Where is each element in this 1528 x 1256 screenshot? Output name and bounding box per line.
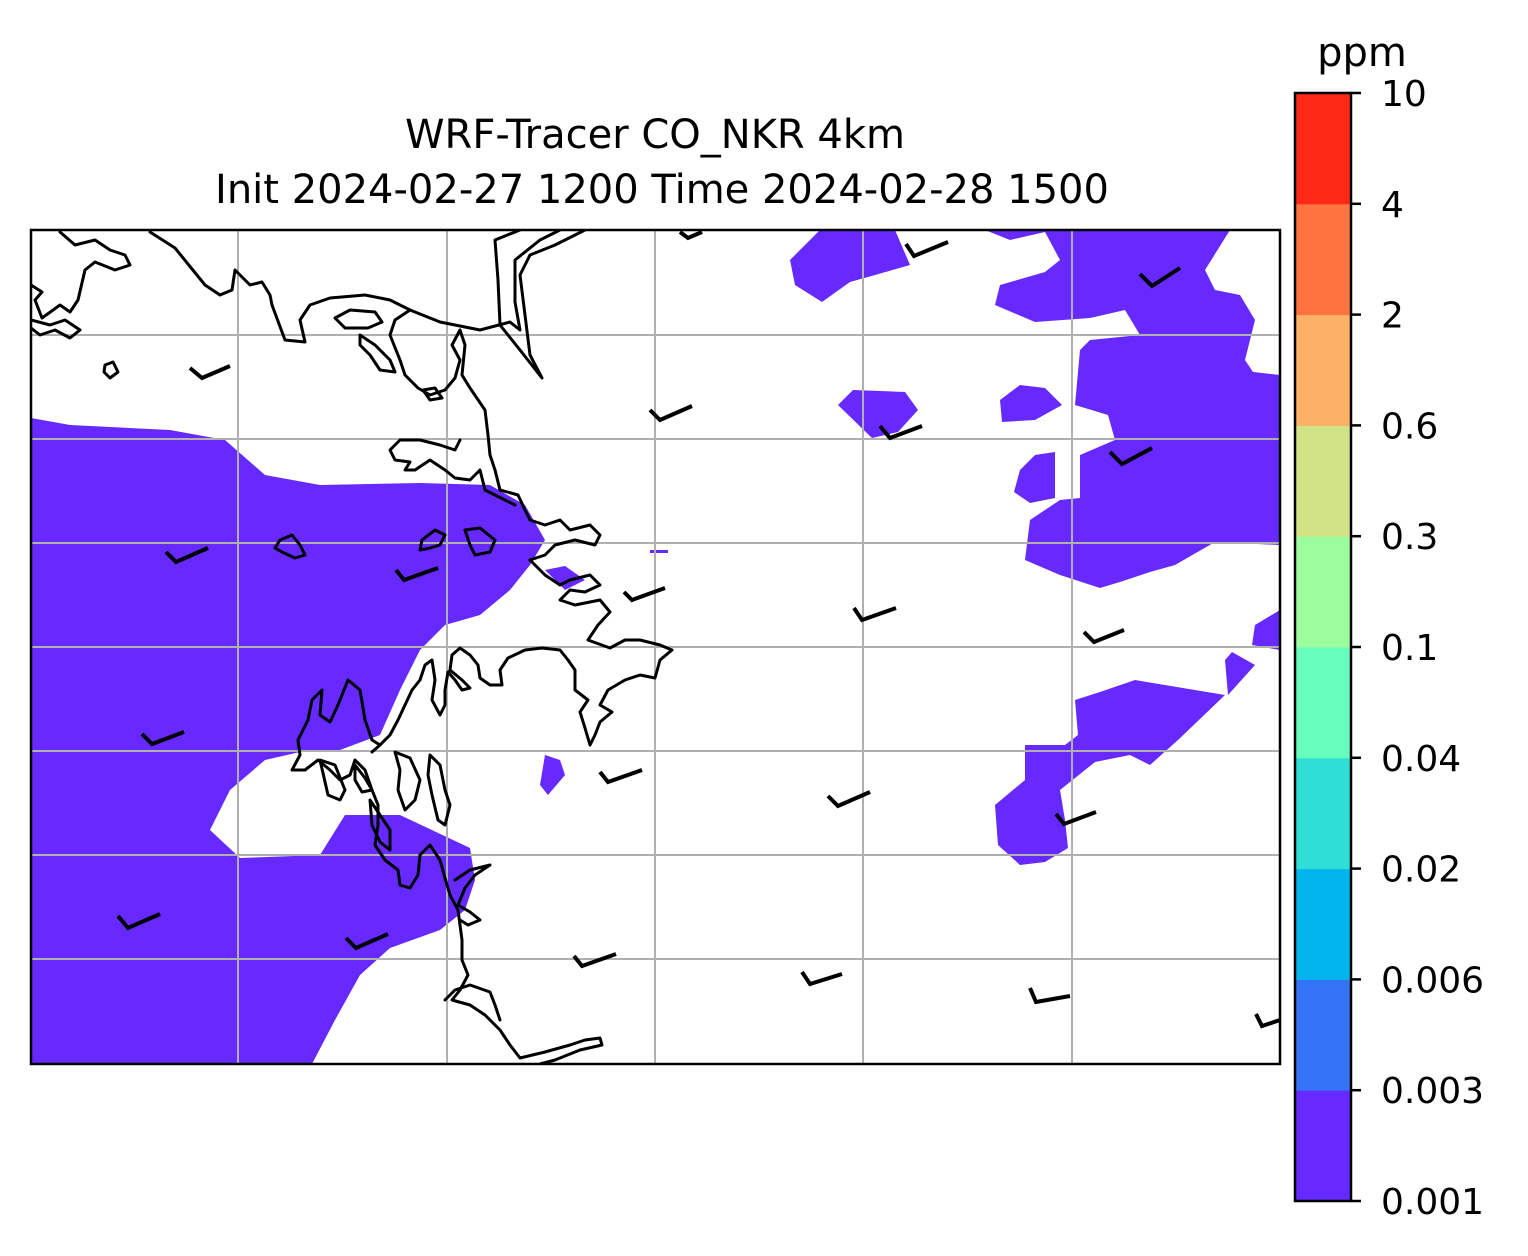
colorbar-bands (1295, 93, 1351, 1202)
map-title-line1: WRF-Tracer CO_NKR 4km (405, 112, 905, 158)
colorbar-band (1295, 1090, 1351, 1202)
colorbar-band (1295, 314, 1351, 426)
colorbar-tick-label: 0.6 (1381, 406, 1438, 447)
coastline-north (31, 230, 132, 320)
wind-barb (598, 768, 643, 785)
coastline-marsh (318, 758, 374, 802)
colorbar-band (1295, 425, 1351, 537)
wind-barb (1138, 266, 1182, 289)
wind-barb (648, 404, 693, 423)
coastline-island (418, 528, 447, 552)
wind-barb (394, 566, 439, 583)
coastline-north (31, 318, 82, 340)
wind-barb (572, 952, 617, 969)
coastline-inlet (333, 308, 384, 330)
colorbar-band (1295, 647, 1351, 759)
concentration-region-central (838, 390, 918, 438)
colorbar-band (1295, 979, 1351, 1091)
wind-barb (800, 970, 843, 987)
wind-barb (904, 240, 949, 259)
gridlines (31, 230, 1280, 1064)
map-frame (29, 228, 1282, 1066)
coastline-island (421, 386, 444, 402)
wind-barb (1108, 446, 1153, 467)
coastline-mainland (388, 438, 517, 507)
wind-barb (1054, 810, 1097, 827)
wind-barb (344, 932, 389, 951)
wind-barb (878, 424, 923, 441)
concentration-region-southeast (995, 680, 1225, 865)
concentration-region-northeast (985, 230, 1280, 588)
colorbar-tick-label: 10 (1381, 74, 1427, 115)
colorbar-tick-label: 0.3 (1381, 517, 1438, 558)
wind-barb (852, 606, 897, 623)
concentration-region-west (31, 418, 545, 1064)
colorbar-band (1295, 757, 1351, 870)
wind-barb (622, 586, 666, 603)
coastline-island (463, 526, 497, 557)
wind-barb (1082, 628, 1125, 645)
colorbar: ppm 0.001 0.003 0.006 0.02 0.04 0.1 0.3 0.6 2 4 10 (1293, 30, 1484, 1223)
wind-barb (116, 912, 161, 931)
concentration-region-east-edge (1225, 610, 1280, 695)
concentration-region-isolated (540, 550, 668, 795)
wind-barb (140, 730, 185, 747)
wind-barb (678, 230, 703, 241)
colorbar-tick-label: 0.006 (1381, 960, 1484, 1001)
wind-barb (826, 790, 871, 809)
colorbar-tick-label: 0.1 (1381, 628, 1438, 669)
map-title-line2: Init 2024-02-27 1200 Time 2024-02-28 150… (215, 167, 1109, 213)
colorbar-tick-label: 0.04 (1381, 739, 1461, 780)
wind-barb (1254, 1013, 1280, 1029)
map-panel (31, 230, 1280, 1064)
concentration-region-north (790, 230, 910, 302)
colorbar-tick-label: 0.001 (1381, 1182, 1484, 1223)
coastline-south (453, 863, 492, 927)
colorbar-unit-label: ppm (1317, 30, 1407, 76)
colorbar-band (1295, 868, 1351, 980)
coastline-delta (370, 558, 674, 754)
wind-barbs (116, 230, 1280, 1029)
coastline-island (102, 360, 120, 380)
concentration-region-east-patch (1000, 385, 1062, 422)
colorbar-band (1295, 203, 1351, 316)
colorbar-tick-label: 0.02 (1381, 850, 1461, 891)
colorbar-band (1295, 536, 1351, 648)
colorbar-tick-label: 2 (1381, 296, 1404, 337)
coastline-delta (443, 983, 502, 1022)
wind-barb (1028, 987, 1071, 1005)
colorbar-tick-label: 0.003 (1381, 1071, 1484, 1112)
coastline-delta (290, 678, 604, 1064)
coastline-marsh (368, 750, 452, 852)
colorbar-tick-label: 4 (1381, 185, 1404, 226)
colorbar-band (1295, 93, 1351, 205)
concentration-region-east-small (1014, 452, 1055, 503)
coastline-island (273, 533, 307, 560)
coastline-channel (493, 230, 587, 380)
wind-barb (164, 546, 209, 565)
coastline-north (148, 230, 562, 344)
coastlines (31, 230, 674, 1064)
concentration-regions (31, 230, 1280, 1064)
colorbar-frame (1293, 91, 1353, 1203)
colorbar-ticks: 0.001 0.003 0.006 0.02 0.04 0.1 0.3 0.6 2 4 10 (1351, 74, 1484, 1223)
wind-barb (188, 364, 231, 381)
